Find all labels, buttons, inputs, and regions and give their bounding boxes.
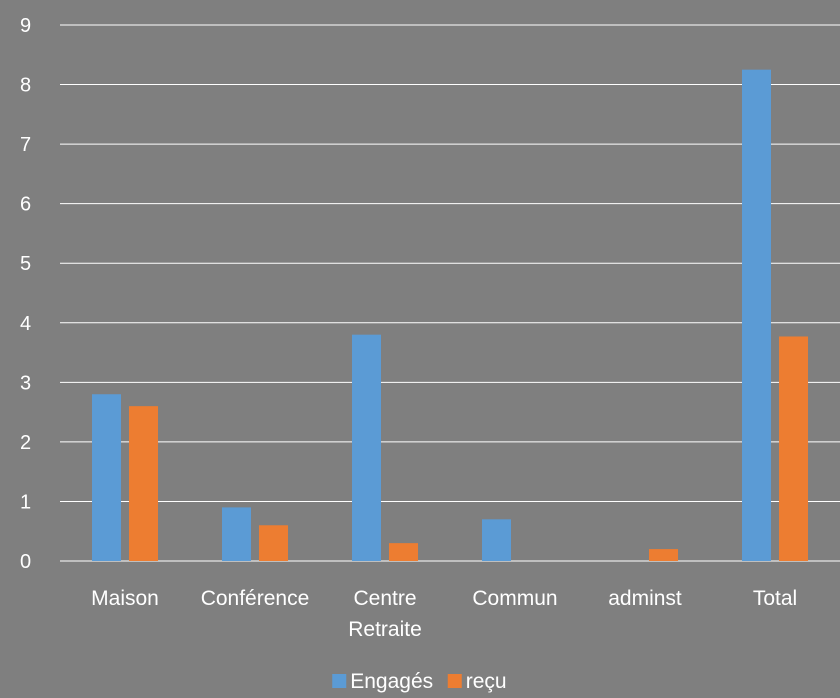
category-label-line-2-1: Retraite: [348, 618, 422, 641]
grid-layer: [60, 24, 840, 562]
bar-0-1: [222, 507, 251, 561]
y-tick-label-8: 8: [20, 75, 31, 97]
legend-swatch-1: [447, 674, 462, 688]
y-tick-label-0: 0: [20, 551, 31, 573]
bar-0-5: [742, 69, 771, 562]
y-tick-label-1: 1: [20, 491, 31, 513]
category-label-line-1-0: Conférence: [201, 587, 310, 610]
y-axis-ticks: 0 1 2 3 4 5 6 7 8 9: [20, 15, 31, 573]
legend-label-1: reçu: [466, 670, 507, 693]
x-axis-categories: Maison Conférence Centre Retraite Commun admi…: [91, 587, 797, 641]
category-label-2: Centre Retraite: [348, 587, 422, 641]
legend: Engagés reçu: [332, 670, 507, 693]
y-tick-label-2: 2: [20, 432, 31, 454]
y-tick-label-3: 3: [20, 372, 31, 394]
category-label-4: adminst: [608, 587, 682, 610]
category-label-0: Maison: [91, 587, 159, 610]
y-tick-label-5: 5: [20, 253, 31, 275]
bar-0-2: [352, 334, 381, 561]
bars: [92, 69, 808, 562]
category-label-line-5-0: Total: [753, 587, 797, 610]
legend-label-0: Engagés: [350, 670, 433, 693]
bar-1-2: [389, 543, 418, 561]
legend-swatch-0: [332, 674, 347, 688]
category-label-1: Conférence: [201, 587, 310, 610]
y-tick-label-6: 6: [20, 194, 31, 216]
category-label-line-2-0: Centre: [353, 587, 416, 610]
bar-1-1: [259, 525, 288, 561]
y-tick-label-7: 7: [20, 134, 31, 156]
category-label-5: Total: [753, 587, 797, 610]
bar-0-3: [482, 519, 511, 561]
bar-0-0: [92, 394, 121, 561]
bar-1-5: [779, 336, 808, 561]
bar-1-0: [129, 406, 158, 561]
bar-1-4: [649, 549, 678, 561]
y-tick-label-9: 9: [20, 15, 31, 37]
category-label-line-0-0: Maison: [91, 587, 159, 610]
category-label-line-3-0: Commun: [472, 587, 557, 610]
category-label-3: Commun: [472, 587, 557, 610]
y-tick-label-4: 4: [20, 313, 31, 335]
category-label-line-4-0: adminst: [608, 587, 682, 610]
